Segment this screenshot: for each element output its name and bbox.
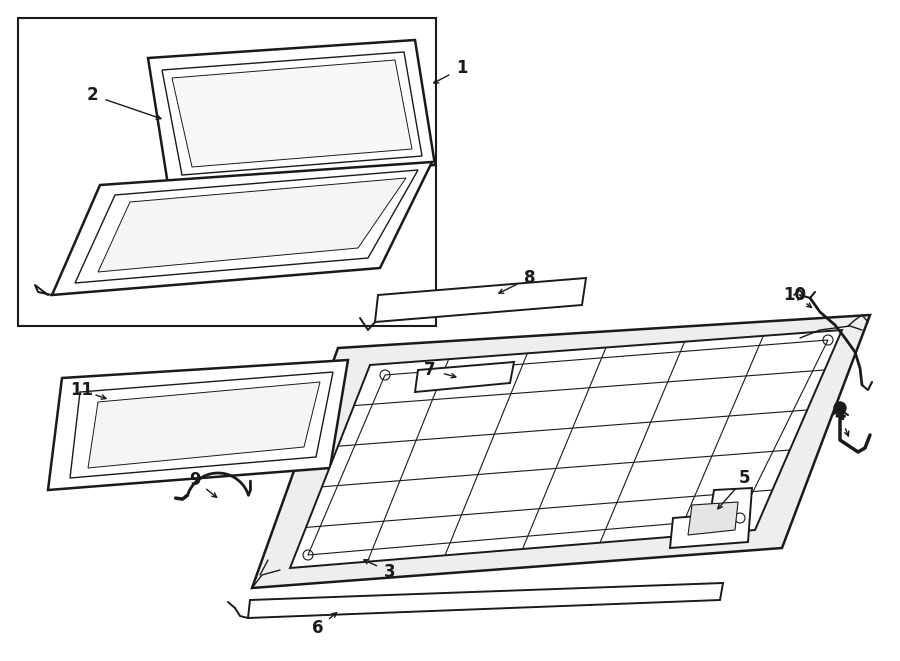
Text: 9: 9 (189, 471, 201, 489)
Text: 3: 3 (384, 563, 396, 581)
Polygon shape (88, 382, 320, 468)
Polygon shape (162, 52, 422, 175)
Polygon shape (415, 362, 514, 392)
Text: 2: 2 (86, 86, 98, 104)
Text: 11: 11 (70, 381, 94, 399)
Polygon shape (688, 502, 738, 535)
Polygon shape (75, 170, 418, 283)
Text: 4: 4 (834, 406, 846, 424)
Text: 7: 7 (424, 361, 436, 379)
Text: 6: 6 (312, 619, 324, 637)
Polygon shape (670, 488, 752, 548)
Polygon shape (98, 178, 406, 272)
Polygon shape (70, 372, 333, 478)
Polygon shape (248, 583, 723, 618)
Polygon shape (375, 278, 586, 322)
Text: 5: 5 (739, 469, 751, 487)
Polygon shape (48, 360, 348, 490)
Polygon shape (148, 40, 435, 185)
Polygon shape (308, 340, 828, 555)
Polygon shape (52, 162, 432, 295)
Polygon shape (18, 18, 436, 326)
Polygon shape (252, 315, 870, 588)
Text: 1: 1 (456, 59, 468, 77)
Circle shape (834, 402, 846, 414)
Polygon shape (172, 60, 412, 167)
Text: 8: 8 (524, 269, 536, 287)
Text: 10: 10 (784, 286, 806, 304)
Polygon shape (290, 330, 842, 568)
